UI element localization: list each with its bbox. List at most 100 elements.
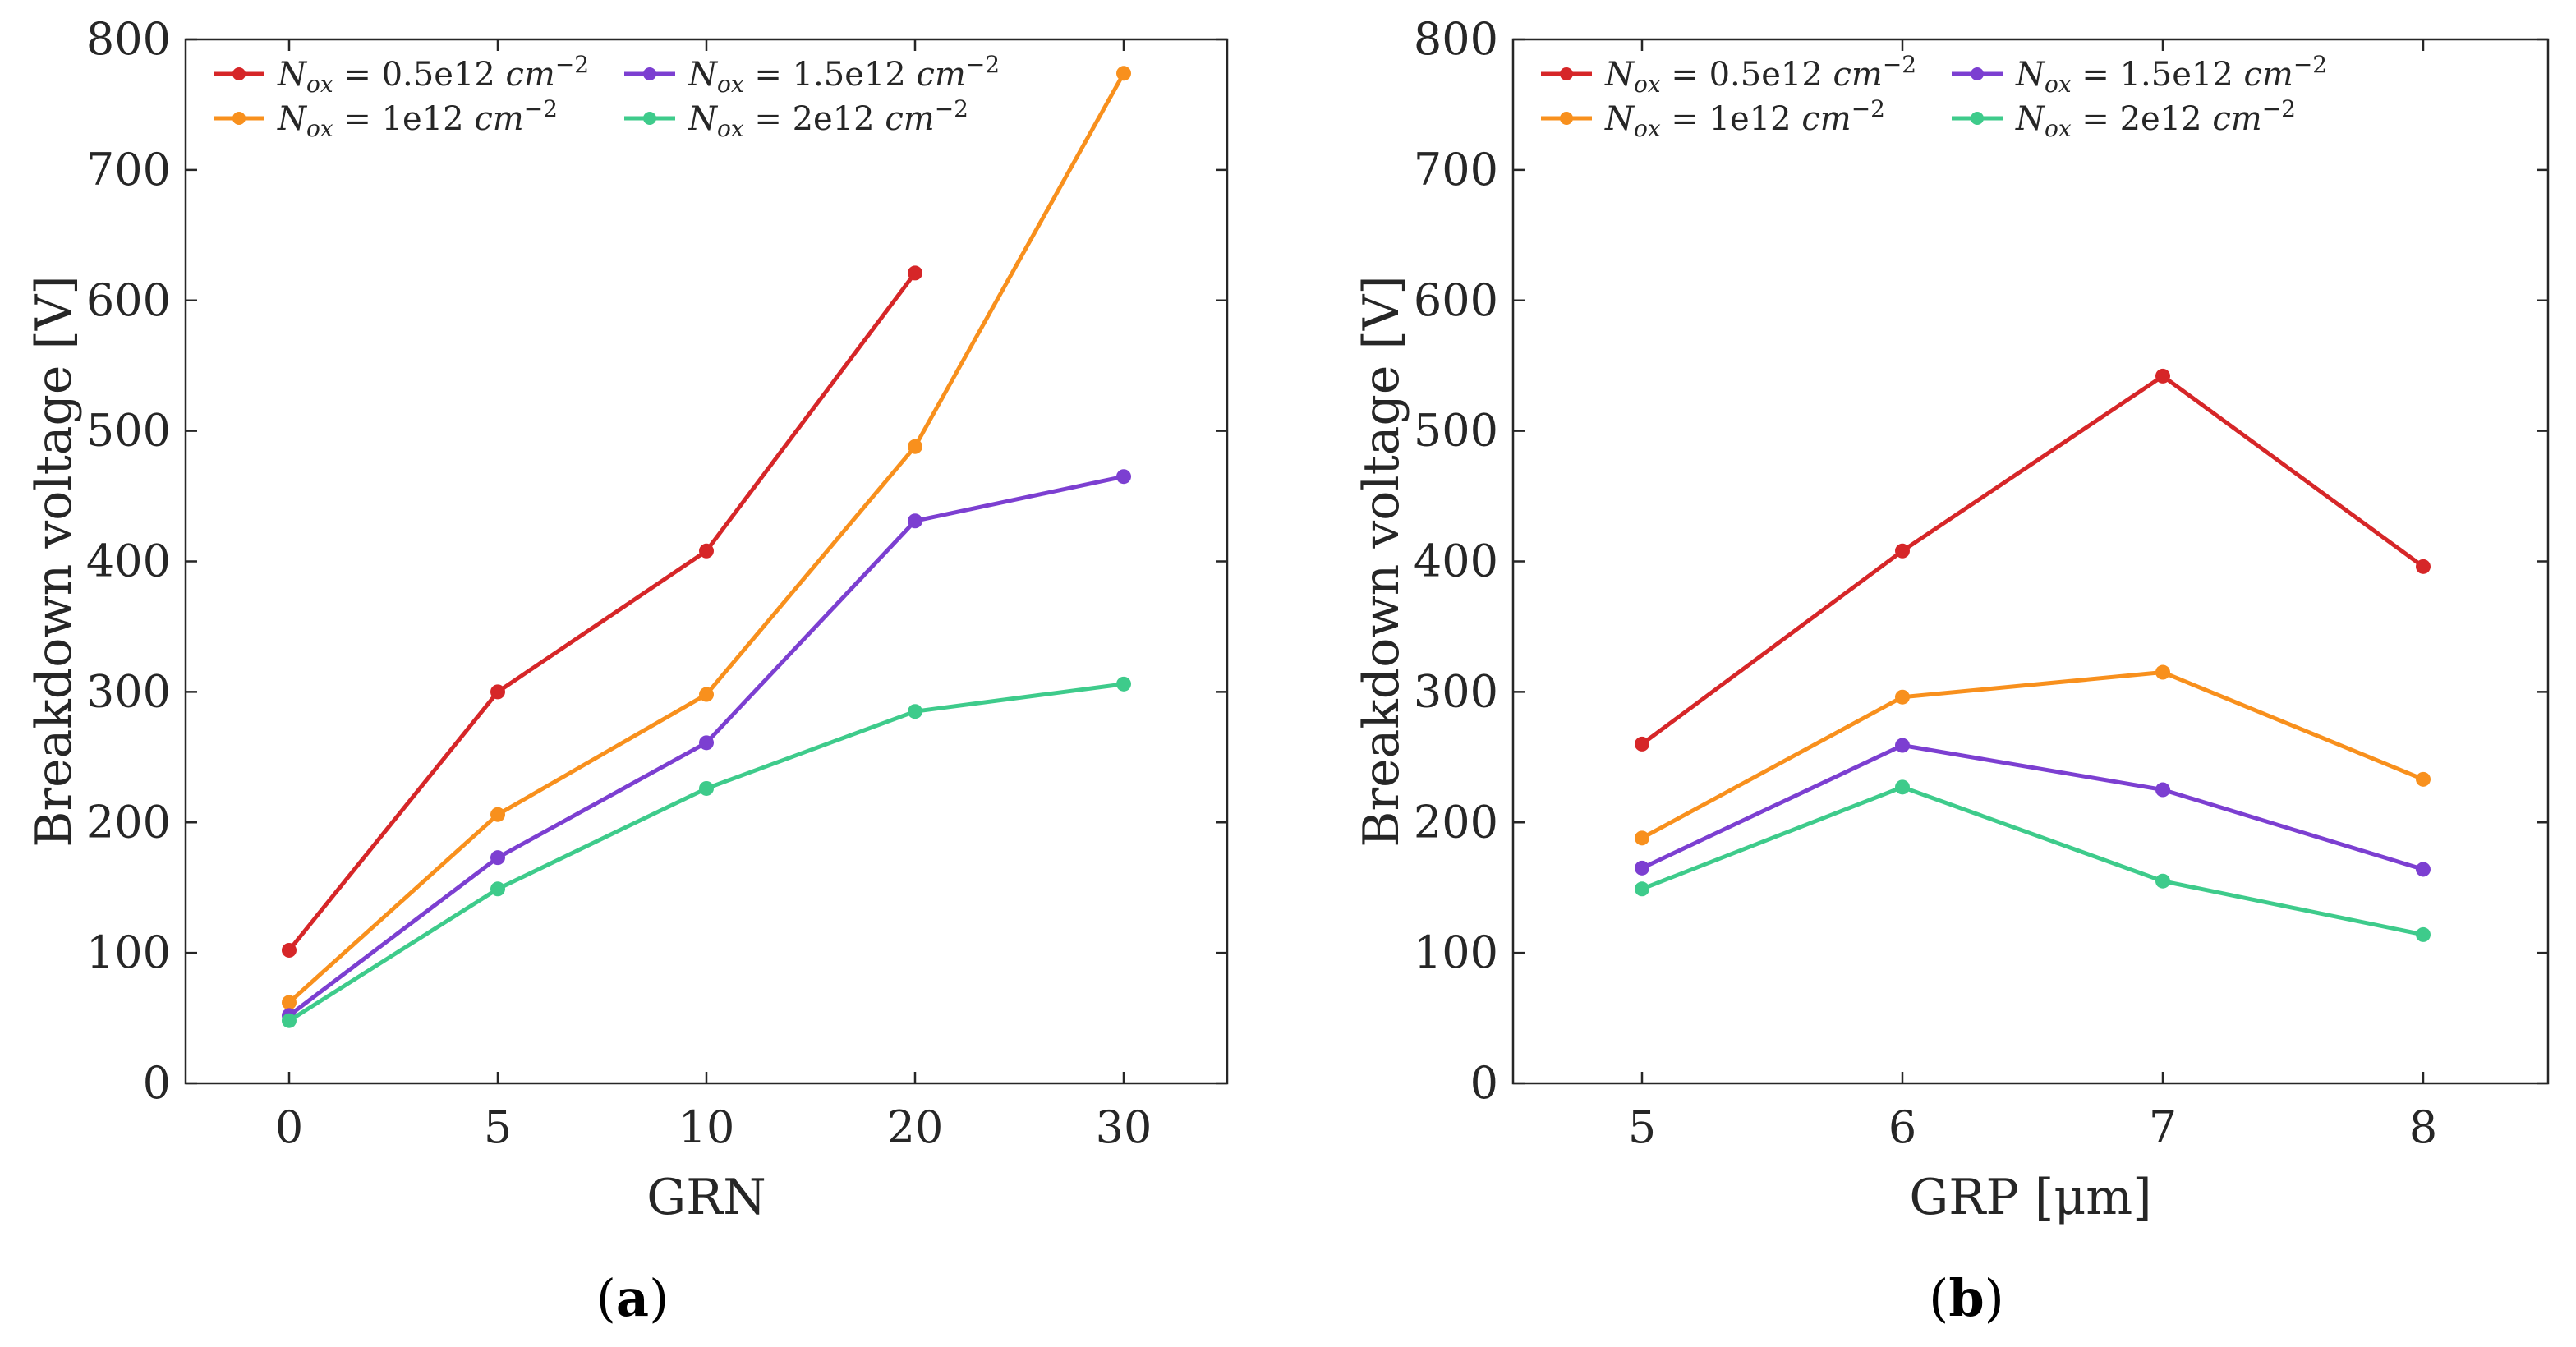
y-tick-label: 200 <box>86 796 171 848</box>
series-line <box>1640 374 2425 746</box>
data-point <box>1895 543 1910 559</box>
data-point <box>2155 873 2170 889</box>
legend-marker <box>1971 67 1984 80</box>
legend-item: Nox = 2e12 cm−2 <box>624 95 968 142</box>
data-point <box>2155 368 2170 384</box>
data-point <box>490 807 505 822</box>
y-tick-label: 600 <box>1414 274 1498 326</box>
y-tick-label: 0 <box>1470 1057 1498 1109</box>
y-tick-label: 100 <box>86 926 171 978</box>
legend-marker <box>232 112 246 125</box>
legend-label: Nox = 1e12 cm−2 <box>1604 95 1885 142</box>
y-tick-label: 300 <box>1414 665 1498 717</box>
data-point <box>908 439 922 454</box>
plot-frame <box>184 38 1229 1085</box>
data-point <box>699 780 714 796</box>
y-tick-label: 300 <box>86 665 171 717</box>
series-0 <box>1635 368 2431 752</box>
data-point <box>1635 736 1649 752</box>
x-tick-label: 5 <box>484 1101 512 1153</box>
data-point <box>2155 664 2170 680</box>
series-0 <box>282 265 922 958</box>
data-point <box>1116 469 1131 485</box>
data-point <box>699 687 714 702</box>
series-3 <box>1635 779 2431 942</box>
x-tick-label: 10 <box>678 1101 735 1153</box>
legend-label: Nox = 1e12 cm−2 <box>277 95 558 142</box>
x-tick-label: 7 <box>2149 1101 2177 1153</box>
legend-label: Nox = 0.5e12 cm−2 <box>1604 51 1916 98</box>
legend-marker <box>1971 112 1984 125</box>
data-point <box>908 265 922 281</box>
data-point <box>282 942 297 958</box>
y-tick-label: 100 <box>1414 926 1498 978</box>
y-tick-label: 800 <box>86 13 171 65</box>
data-point <box>2155 782 2170 798</box>
series-1 <box>282 66 1131 1010</box>
x-tick-label: 0 <box>275 1101 303 1153</box>
legend-label: Nox = 1.5e12 cm−2 <box>2015 51 2327 98</box>
legend-label: Nox = 2e12 cm−2 <box>688 95 968 142</box>
x-tick-label: 8 <box>2409 1101 2437 1153</box>
data-point <box>908 704 922 719</box>
data-point <box>490 850 505 866</box>
legend-item: Nox = 2e12 cm−2 <box>1952 95 2296 142</box>
y-axis-label: Breakdown voltage [V] <box>25 275 83 847</box>
legend-item: Nox = 1.5e12 cm−2 <box>1952 51 2327 98</box>
x-tick-label: 5 <box>1628 1101 1656 1153</box>
legend-marker <box>232 67 246 80</box>
data-point <box>699 735 714 751</box>
series-line <box>288 72 1126 1005</box>
data-point <box>282 995 297 1010</box>
x-tick-label: 20 <box>887 1101 944 1153</box>
series-line <box>288 682 1125 1023</box>
panel-label: (a) <box>596 1268 669 1328</box>
data-point <box>1895 779 1910 795</box>
y-tick-label: 700 <box>86 144 171 195</box>
series-line <box>288 271 917 952</box>
panel-label: (b) <box>1929 1268 2004 1328</box>
series-line <box>1640 670 2424 840</box>
legend-item: Nox = 1.5e12 cm−2 <box>624 51 1000 98</box>
data-point <box>1116 66 1131 81</box>
x-tick-label: 6 <box>1888 1101 1916 1153</box>
legend-label: Nox = 1.5e12 cm−2 <box>688 51 1000 98</box>
data-point <box>1895 738 1910 753</box>
data-point <box>2416 862 2431 877</box>
data-point <box>1895 689 1910 705</box>
data-point <box>2416 771 2431 787</box>
y-axis-label: Breakdown voltage [V] <box>1353 275 1410 847</box>
y-tick-label: 400 <box>1414 536 1498 587</box>
y-tick-label: 600 <box>86 274 171 326</box>
data-point <box>490 881 505 897</box>
legend-item: Nox = 1e12 cm−2 <box>214 95 558 142</box>
y-tick-label: 200 <box>1414 796 1498 848</box>
x-axis-label: GRP [μm] <box>1909 1169 2151 1226</box>
legend-marker <box>1560 112 1573 125</box>
legend-item: Nox = 0.5e12 cm−2 <box>214 51 589 98</box>
data-point <box>699 543 714 559</box>
y-tick-label: 400 <box>86 536 171 587</box>
y-tick-label: 500 <box>1414 405 1498 457</box>
legend-marker <box>643 112 656 125</box>
data-point <box>2416 926 2431 942</box>
legend-marker <box>643 67 656 80</box>
x-axis-label: GRN <box>646 1169 766 1226</box>
y-tick-label: 800 <box>1414 13 1498 65</box>
series-line <box>1641 784 2424 937</box>
data-point <box>908 513 922 529</box>
chart-panel-b: 0 100 200 300 400 500 600 700 800 5 6 7 8 GRP [μm] Bre… <box>1353 13 2550 1328</box>
data-point <box>1635 830 1649 846</box>
x-tick-label: 30 <box>1096 1101 1152 1153</box>
data-point <box>1635 881 1649 897</box>
series-3 <box>282 676 1131 1028</box>
data-point <box>1116 676 1131 692</box>
legend-item: Nox = 1e12 cm−2 <box>1541 95 1885 142</box>
legend-item: Nox = 0.5e12 cm−2 <box>1541 51 1916 98</box>
legend-label: Nox = 2e12 cm−2 <box>2015 95 2296 142</box>
data-point <box>490 684 505 700</box>
y-tick-label: 700 <box>1414 144 1498 195</box>
